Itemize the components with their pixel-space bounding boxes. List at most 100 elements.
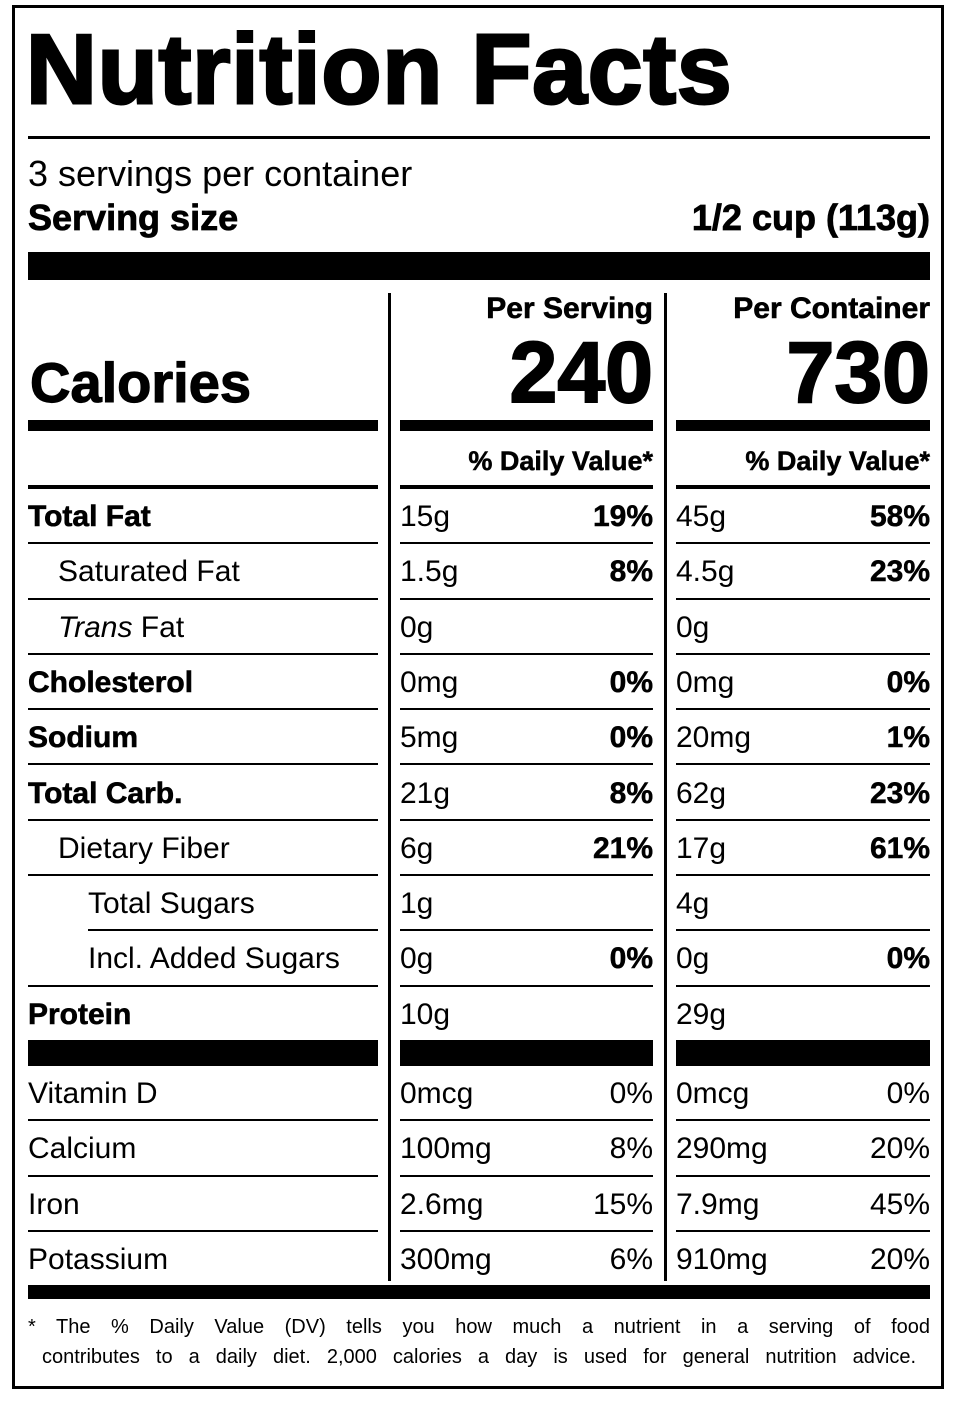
container-cell: 0g	[676, 600, 930, 655]
container-cell: 62g 23%	[676, 766, 930, 821]
nutrient-label: Cholesterol	[28, 665, 194, 700]
nutrient-label-cell: Potassium	[28, 1232, 378, 1287]
serving-daily-value: 8%	[609, 776, 653, 810]
footnote-line-1: * The % Daily Value (DV) tells you how m…	[28, 1316, 930, 1338]
nutrient-label: Iron	[28, 1187, 80, 1221]
serving-cell: 5mg 0%	[400, 710, 653, 766]
container-daily-value: 58%	[869, 500, 931, 534]
serving-daily-value: 19%	[592, 500, 654, 534]
container-daily-value: 20%	[869, 1132, 930, 1166]
container-cell: 17g 61%	[676, 821, 930, 877]
container-cell: 4.5g 23%	[676, 544, 930, 600]
nutrient-row: Saturated Fat 1.5g 8% 4.5g 23%	[0, 544, 957, 600]
serving-amount: 5mg	[400, 721, 459, 755]
serving-amount: 300mg	[400, 1242, 492, 1276]
serving-cell: 2.6mg 15%	[400, 1177, 653, 1232]
serving-amount: 6g	[400, 831, 434, 865]
nutrient-row: Potassium 300mg 6% 910mg 20%	[0, 1232, 957, 1287]
daily-value-header: % Daily Value*	[468, 446, 653, 477]
label-border	[12, 5, 944, 1389]
nutrient-label: Protein	[28, 997, 132, 1031]
calories-label: Calories	[29, 350, 251, 414]
serving-amount: 1.5g	[400, 555, 459, 589]
serving-amount: 0g	[400, 610, 434, 644]
nutrient-label-cell: Total Sugars	[88, 876, 378, 932]
per-container-header: Per Container	[733, 292, 930, 326]
serving-cell: 1g	[400, 876, 653, 932]
nutrient-row: Sodium 5mg 0% 20mg 1%	[0, 710, 957, 766]
nutrient-label: Vitamin D	[28, 1077, 158, 1110]
nutrient-label: Calcium	[28, 1132, 137, 1166]
nutrient-label-cell: Sodium	[28, 710, 378, 766]
container-amount: 45g	[676, 500, 727, 533]
nutrient-row: Dietary Fiber 6g 21% 17g 61%	[0, 821, 957, 877]
serving-cell: 0mcg 0%	[400, 1066, 653, 1122]
container-amount: 0mcg	[676, 1077, 750, 1110]
container-amount: 17g	[676, 831, 727, 865]
nutrient-row: Total Carb. 21g 8% 62g 23%	[0, 766, 957, 821]
serving-cell: 0g 0%	[400, 931, 653, 987]
container-daily-value: 45%	[869, 1187, 930, 1221]
serving-daily-value: 0%	[609, 942, 653, 976]
divider	[28, 485, 378, 489]
serving-amount: 15g	[400, 500, 451, 533]
serving-cell: 300mg 6%	[400, 1232, 653, 1287]
nutrient-label: Incl. Added Sugars	[88, 942, 340, 976]
serving-cell: 15g 19%	[400, 489, 654, 545]
serving-amount: 1g	[400, 887, 434, 921]
nutrient-label-cell: Trans Fat	[28, 600, 378, 655]
container-cell: 0mg 0%	[676, 655, 930, 711]
serving-cell: 21g 8%	[400, 766, 653, 821]
container-daily-value: 1%	[886, 721, 930, 755]
container-cell: 0mcg 0%	[676, 1066, 930, 1122]
serving-amount: 0mg	[400, 665, 459, 699]
column-divider	[664, 293, 667, 1281]
calories-per-container: 730	[786, 325, 931, 421]
nutrient-row: Protein 10g 29g	[0, 987, 957, 1042]
divider	[676, 485, 930, 489]
serving-amount: 10g	[400, 997, 451, 1031]
container-amount: 62g	[676, 776, 727, 810]
container-daily-value: 23%	[869, 776, 931, 810]
column-divider	[388, 293, 391, 1281]
container-amount: 4g	[676, 887, 710, 921]
container-amount: 910mg	[676, 1242, 768, 1276]
serving-amount: 2.6mg	[400, 1187, 484, 1221]
serving-amount: 100mg	[400, 1132, 492, 1166]
serving-amount: 0mcg	[400, 1077, 474, 1110]
nutrient-row: Incl. Added Sugars 0g 0% 0g 0%	[0, 931, 957, 987]
nutrient-label-cell: Calcium	[28, 1121, 378, 1177]
nutrient-label-cell: Incl. Added Sugars	[28, 931, 378, 987]
thick-divider	[400, 1040, 653, 1066]
thick-divider	[676, 1040, 930, 1066]
nutrient-label-cell: Total Fat	[28, 489, 378, 545]
serving-daily-value: 8%	[609, 555, 653, 589]
thick-divider	[28, 1040, 378, 1066]
container-amount: 0g	[676, 942, 710, 976]
container-cell: 7.9mg 45%	[676, 1177, 930, 1232]
serving-daily-value: 6%	[609, 1242, 653, 1276]
nutrient-row: Calcium 100mg 8% 290mg 20%	[0, 1121, 957, 1177]
nutrient-label: Dietary Fiber	[58, 831, 230, 865]
container-daily-value: 0%	[886, 942, 930, 976]
nutrient-label: Total Sugars	[88, 887, 255, 921]
container-amount: 29g	[676, 997, 727, 1031]
container-amount: 0g	[676, 610, 710, 644]
nutrient-label: Sodium	[28, 721, 139, 755]
serving-daily-value: 21%	[592, 831, 654, 866]
nutrient-row: Cholesterol 0mg 0% 0mg 0%	[0, 655, 957, 711]
nutrient-label-cell: Protein	[28, 987, 378, 1042]
serving-amount: 21g	[400, 776, 451, 810]
container-amount: 0mg	[676, 665, 735, 699]
container-amount: 290mg	[676, 1132, 768, 1166]
container-cell: 0g 0%	[676, 931, 930, 987]
nutrient-label: Trans Fat	[28, 611, 184, 644]
nutrient-label-cell: Iron	[28, 1177, 378, 1232]
serving-daily-value: 0%	[609, 665, 653, 700]
nutrient-label: Potassium	[28, 1242, 169, 1276]
nutrient-row: Iron 2.6mg 15% 7.9mg 45%	[0, 1177, 957, 1232]
serving-amount: 0g	[400, 942, 434, 976]
container-cell: 910mg 20%	[676, 1232, 930, 1287]
nutrient-label-text: Fat	[132, 610, 185, 644]
serving-size-label: Serving size	[28, 197, 239, 239]
